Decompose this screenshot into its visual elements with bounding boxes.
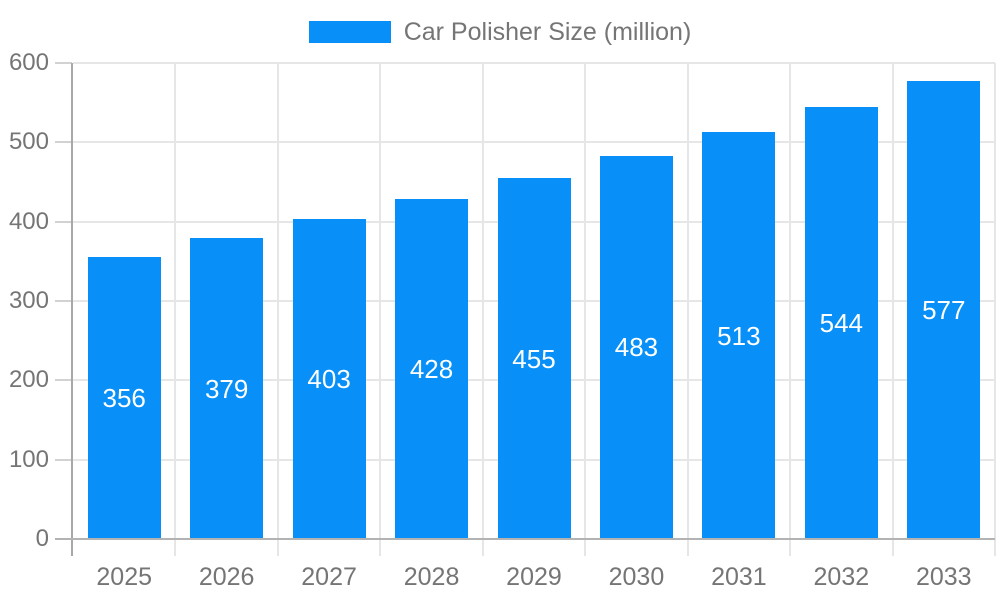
gridline-x-boundary [994,63,996,556]
gridline-y-600 [73,62,995,64]
gridline-x-boundary [379,63,382,556]
y-axis-tick-mark [55,141,72,144]
bar-2027[interactable]: 403 [292,219,366,539]
x-axis-tick-label: 2030 [608,563,665,591]
bar-value-label: 403 [307,364,351,395]
bar-2030[interactable]: 483 [599,155,673,539]
bar-value-label: 483 [614,332,659,363]
legend-swatch [308,21,391,43]
bar-2033[interactable]: 577 [907,81,981,539]
bar-value-label: 428 [409,354,454,385]
legend-series-label: Car Polisher Size (million) [403,17,692,46]
x-axis-tick-label: 2027 [301,563,357,591]
gridline-x-boundary [789,63,792,556]
x-axis-tick-label: 2026 [198,563,255,591]
gridline-x-boundary [276,63,279,556]
bar-2032[interactable]: 544 [804,107,878,539]
bar-value-label: 544 [819,308,864,339]
bar-value-label: 513 [717,320,761,351]
x-axis-tick-label: 2032 [813,563,870,591]
gridline-x-boundary [686,63,689,556]
y-axis-tick-label: 200 [8,366,49,394]
y-axis-tick-mark [55,220,72,223]
y-axis-tick-label: 500 [8,128,49,156]
bar-value-label: 455 [512,343,556,374]
gridline-x-boundary [174,63,177,556]
y-axis-tick-label: 300 [8,287,49,314]
x-axis-tick-label: 2029 [506,563,562,591]
bar-2028[interactable]: 428 [395,199,469,539]
gridline-y-500 [73,141,995,144]
y-axis-tick-label: 100 [8,445,49,473]
y-axis-tick-mark [55,458,72,461]
y-axis-tick-label: 400 [8,207,49,235]
x-axis-line [55,538,995,540]
bar-2026[interactable]: 379 [190,238,264,539]
bar-2029[interactable]: 455 [497,178,571,539]
bar-value-label: 356 [102,382,146,413]
bar-2031[interactable]: 513 [702,132,776,539]
gridline-x-boundary [481,63,484,556]
x-axis-tick-label: 2033 [915,563,972,591]
gridline-x-boundary [584,63,587,556]
x-axis-tick-label: 2028 [403,563,460,591]
x-axis-tick-label: 2031 [711,563,767,591]
y-axis-line [71,63,73,556]
y-axis-tick-mark [55,300,72,302]
bar-2025[interactable]: 356 [87,256,161,539]
gridline-x-boundary [891,63,894,556]
y-axis-tick-mark [55,62,72,64]
x-axis-tick-label: 2025 [96,563,153,591]
y-axis-tick-label: 600 [8,49,49,76]
y-axis-tick-mark [55,379,72,382]
bar-value-label: 379 [204,373,249,404]
y-axis-tick-label: 0 [35,525,49,552]
legend[interactable]: Car Polisher Size (million) [0,11,1000,53]
bar-value-label: 577 [922,295,966,326]
